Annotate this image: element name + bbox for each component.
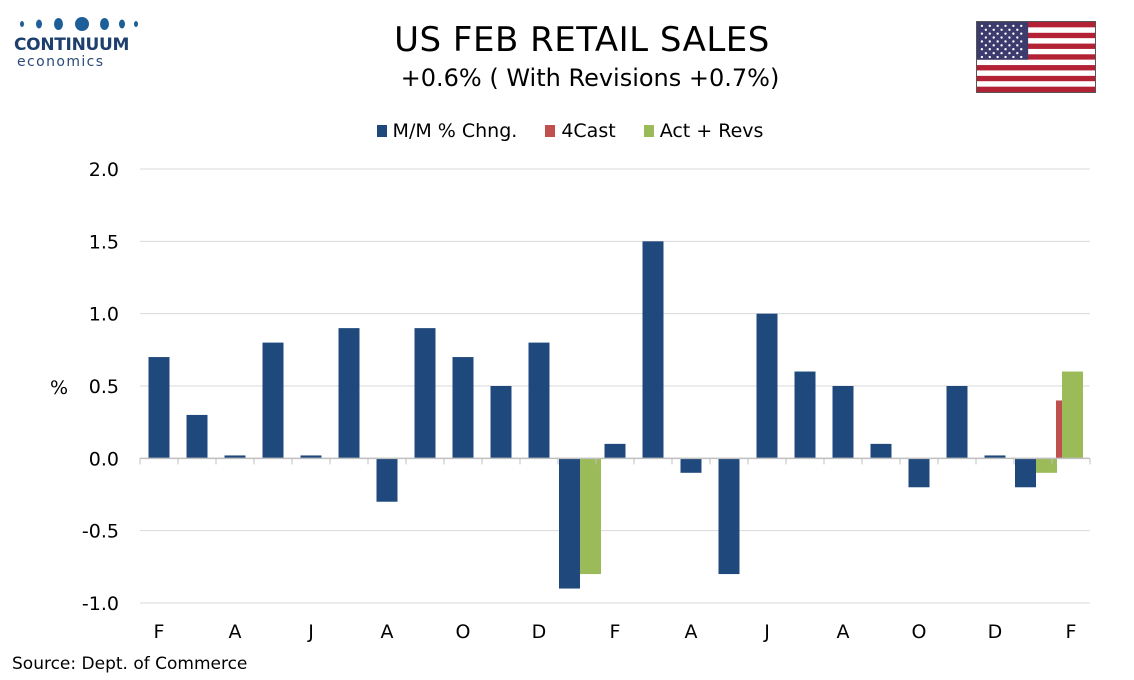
legend-label-mm: M/M % Chng. (392, 120, 518, 142)
bar-mm (559, 458, 580, 589)
bar-mm (680, 458, 702, 473)
y-tick-label: -0.5 (82, 521, 119, 543)
chart-legend: M/M % Chng. 4Cast Act + Revs (0, 120, 1134, 142)
x-tick-label: A (837, 621, 850, 643)
y-tick-label: 0.0 (89, 448, 119, 470)
bar-act-revs (1036, 458, 1057, 473)
legend-swatch-mm (376, 125, 387, 137)
bar-mm (984, 455, 1006, 459)
bar-mm (452, 357, 474, 459)
bar-mm (376, 458, 398, 502)
bar-mm (908, 458, 930, 488)
bar-act-revs (580, 458, 601, 575)
y-axis-label: % (50, 377, 68, 399)
x-tick-label: O (456, 621, 471, 643)
bar-mm (1015, 458, 1036, 488)
chart-subtitle: +0.6% ( With Revisions +0.7%) (400, 64, 780, 92)
y-tick-label: 0.5 (89, 376, 119, 398)
bar-act-revs (1062, 371, 1083, 459)
x-tick-label: A (381, 621, 394, 643)
bar-mm (718, 458, 740, 575)
x-tick-label: O (912, 621, 927, 643)
bar-mm (414, 328, 436, 459)
logo-wordmark: CONTINUUM (14, 35, 130, 55)
legend-swatch-4cast (545, 125, 556, 137)
bar-mm (148, 357, 170, 459)
legend-item-4cast: 4Cast (545, 120, 616, 142)
x-tick-label: J (307, 621, 314, 643)
x-tick-label: A (685, 621, 698, 643)
bar-mm (642, 241, 664, 459)
bar-mm (338, 328, 360, 459)
bar-mm (870, 443, 892, 459)
legend-label-act-revs: Act + Revs (659, 120, 764, 142)
brand-logo: CONTINUUM economics (14, 14, 138, 70)
y-tick-label: 2.0 (89, 159, 119, 181)
bar-mm (186, 414, 208, 459)
bar-mm (794, 371, 816, 459)
bar-mm (832, 386, 854, 459)
bar-mm (262, 342, 284, 459)
bar-mm (604, 443, 626, 459)
logo-dots-icon (14, 14, 138, 34)
y-tick-label: 1.5 (89, 231, 119, 253)
y-tick-label: -1.0 (82, 593, 119, 615)
bar-mm (490, 386, 512, 459)
us-flag-icon (976, 21, 1096, 93)
source-note: Source: Dept. of Commerce (12, 654, 248, 674)
legend-item-act-revs: Act + Revs (643, 120, 764, 142)
bar-mm (528, 342, 550, 459)
legend-label-4cast: 4Cast (561, 120, 616, 142)
legend-swatch-act-revs (643, 125, 654, 137)
x-tick-label: J (763, 621, 770, 643)
legend-item-mm: M/M % Chng. (376, 120, 518, 142)
x-tick-label: D (532, 621, 547, 643)
bar-mm (756, 313, 778, 459)
bar-mm (224, 455, 246, 459)
logo-subtitle: economics (17, 54, 105, 70)
y-tick-label: 1.0 (89, 304, 119, 326)
x-tick-label: F (154, 621, 165, 643)
chart-title: US FEB RETAIL SALES (394, 20, 770, 60)
bar-mm (300, 455, 322, 459)
x-tick-label: F (1066, 621, 1077, 643)
x-tick-label: F (610, 621, 621, 643)
x-tick-label: D (988, 621, 1003, 643)
bar-mm (946, 386, 968, 459)
x-tick-label: A (229, 621, 242, 643)
